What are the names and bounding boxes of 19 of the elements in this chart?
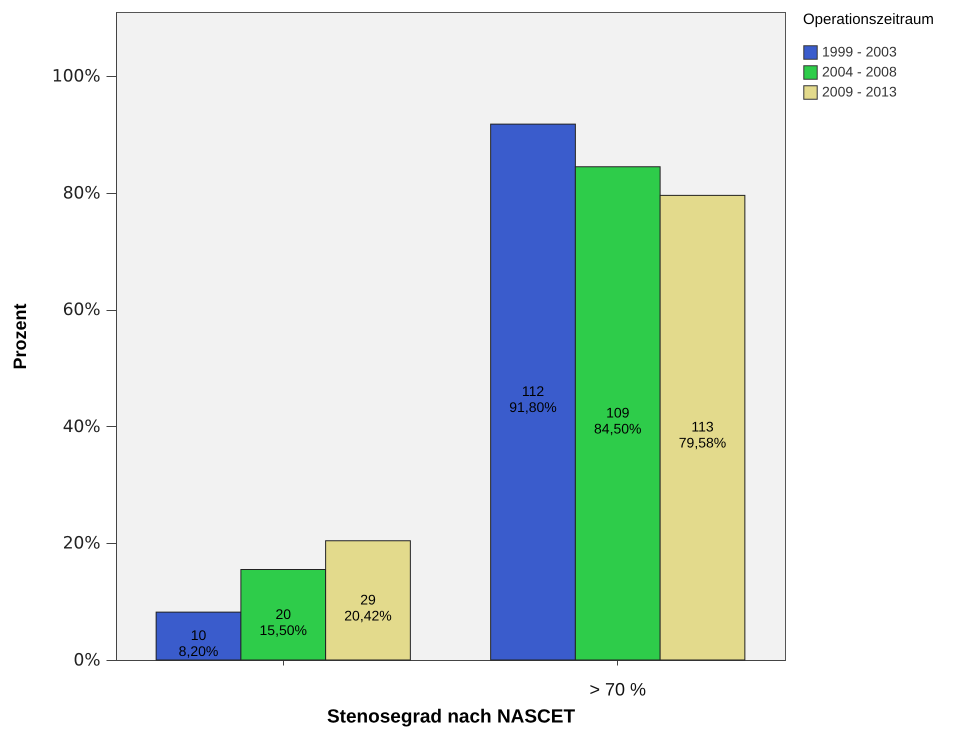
data-label: 10 8,20%	[178, 627, 218, 660]
data-label: 29 20,42%	[344, 591, 392, 624]
data-label: 113 79,58%	[678, 418, 726, 451]
data-label: 112 91,80%	[509, 383, 557, 416]
x-tick-label: > 70 %	[589, 680, 646, 700]
y-tick-label: 100%	[52, 66, 100, 87]
legend-title: Operationszeitraum	[803, 11, 934, 28]
y-tick-label: 0%	[74, 650, 100, 670]
x-axis-title: Stenosegrad nach NASCET	[326, 706, 576, 728]
legend-label: 2004 - 2008	[822, 64, 897, 80]
y-tick-label: 20%	[62, 534, 100, 554]
legend-label: 2009 - 2013	[822, 84, 897, 100]
legend-label: 1999 - 2003	[822, 44, 897, 60]
data-label: 109 84,50%	[594, 404, 642, 436]
y-tick-label: 40%	[62, 416, 100, 437]
y-axis-title: Prozent	[10, 303, 30, 370]
y-tick-label: 80%	[62, 183, 100, 204]
y-tick-label: 60%	[62, 300, 100, 320]
data-label: 20 15,50%	[260, 606, 307, 638]
